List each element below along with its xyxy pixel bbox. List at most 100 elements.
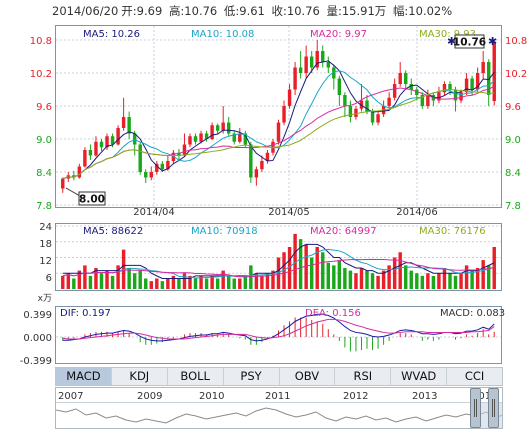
volume-bar [398, 252, 402, 289]
price-tick: 8.4 [505, 168, 521, 179]
price-tick: 10.2 [505, 69, 527, 80]
candle-body [470, 78, 474, 90]
candle-body [110, 136, 115, 145]
volume-bar [359, 268, 364, 289]
legend-ma10: MA10: 10.08 [191, 29, 254, 40]
candle-body [365, 100, 369, 112]
volume-bar [149, 281, 153, 289]
volume-bar [110, 275, 115, 289]
max-price-marker: ✱ 10.76 ✱ [447, 34, 497, 49]
volume-ma-lines [62, 243, 495, 279]
candle-body [437, 92, 441, 101]
volume-bar [132, 273, 137, 289]
volume-bar [348, 270, 353, 289]
candle-body [99, 141, 104, 148]
candle-body [221, 122, 225, 131]
ma30-line [62, 88, 495, 180]
price-tick: 10.2 [30, 69, 52, 80]
candle-body [415, 89, 419, 95]
candle-body [149, 172, 153, 178]
tab-boll[interactable]: BOLL [168, 368, 224, 385]
volume-bar [166, 278, 170, 289]
volume-bar [293, 233, 297, 289]
price-tick: 9.6 [505, 102, 521, 113]
volume-bar [365, 270, 369, 289]
max-price-label: 10.76 [453, 37, 486, 49]
indicator-tabs: MACD KDJ BOLL PSY OBV RSI WVAD CCI [55, 367, 503, 386]
candlesticks[interactable] [61, 40, 496, 193]
candle-body [309, 56, 314, 68]
tab-cci[interactable]: CCI [464, 369, 485, 383]
candle-body [215, 125, 220, 131]
volume-bar [265, 273, 270, 289]
price-axis-right: 10.8 10.2 9.6 9.0 8.4 7.8 [505, 36, 527, 212]
timeline-left-handle[interactable] [470, 388, 481, 428]
tab-rsi[interactable]: RSI [335, 368, 392, 385]
candle-body [337, 78, 342, 95]
volume-bar [387, 265, 391, 289]
tab-kdj[interactable]: KDJ [112, 368, 168, 385]
volume-bar [254, 273, 259, 289]
volume-bar [66, 273, 71, 289]
volume-bar [492, 247, 496, 289]
date-axis: 2014/04 2014/05 2014/06 [133, 207, 438, 218]
candle-body [88, 150, 93, 156]
timeline-right-handle[interactable] [488, 388, 499, 428]
timeline-year: 2011 [265, 391, 290, 402]
volume-bars [61, 233, 496, 289]
volume-bar [354, 273, 358, 289]
price-panel [55, 25, 502, 208]
volume-bar [94, 268, 98, 289]
volume-bar [464, 265, 469, 289]
tab-obv[interactable]: OBV [280, 368, 336, 385]
candle-body [138, 144, 142, 172]
volume-bar [448, 273, 452, 289]
min-marker-line [65, 187, 81, 197]
candle-body [227, 122, 231, 134]
candle-body [287, 89, 292, 106]
date-tick: 2014/04 [133, 207, 175, 218]
candle-body [199, 133, 203, 142]
candle-body [387, 97, 391, 106]
quote-date: 2014/06/20 [52, 4, 119, 18]
volume-bar [177, 278, 181, 289]
macd-legend: DIF: 0.197 DEA: 0.156 MACD: 0.083 [60, 308, 505, 319]
tab-wvad[interactable]: WVAD [391, 368, 448, 385]
quote-volume: 量:15.91万 [326, 4, 387, 18]
volume-bar [470, 270, 474, 289]
candle-body [144, 172, 148, 178]
candle-body [254, 169, 259, 178]
volume-bar [381, 270, 386, 289]
volume-bar [304, 244, 308, 289]
price-tick: 7.8 [505, 201, 521, 212]
timeline-price-history [56, 407, 502, 424]
timeline-year: 2007 [58, 391, 83, 402]
candle-body [276, 122, 281, 142]
candle-body [370, 111, 375, 123]
candle-body [409, 84, 413, 90]
timeline-year: 2012 [343, 391, 368, 402]
volume-bar [343, 268, 347, 289]
macd-tick: 0.399 [23, 310, 52, 321]
timeline-navigator[interactable]: 2007 2009 2010 2011 2012 2013 2014 [55, 387, 503, 429]
candle-body [359, 100, 364, 109]
max-marker-icon: ✱ [488, 35, 497, 48]
candle-body [72, 175, 76, 178]
volume-bar [486, 265, 491, 289]
volume-bar [155, 278, 159, 289]
candle-body [232, 133, 236, 142]
volume-bar [298, 239, 303, 289]
candle-body [420, 95, 425, 106]
volume-tick: 24 [39, 222, 52, 233]
candle-body [116, 128, 120, 145]
candle-body [155, 163, 159, 172]
candle-body [475, 73, 480, 90]
volume-bar [475, 268, 480, 289]
volume-bar [481, 260, 485, 289]
tab-macd[interactable]: MACD [56, 368, 112, 385]
volume-tick: 12 [39, 256, 52, 267]
quote-open: 开:9.69 [121, 4, 163, 18]
tab-psy[interactable]: PSY [224, 368, 280, 385]
volume-bar [287, 247, 292, 289]
